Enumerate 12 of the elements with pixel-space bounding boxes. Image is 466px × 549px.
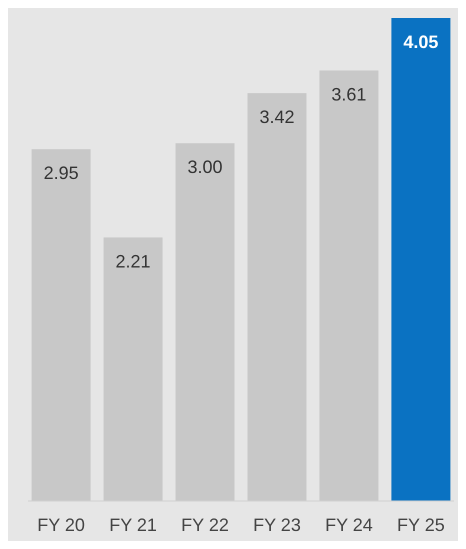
data-label: 2.95 (44, 163, 79, 184)
data-label: 3.42 (259, 107, 295, 128)
x-tick-label: FY 23 (253, 515, 301, 535)
data-label: 3.00 (187, 157, 223, 178)
x-tick-label: FY 25 (397, 515, 445, 535)
x-tick-label: FY 20 (37, 515, 85, 535)
x-tick-label: FY 21 (109, 515, 157, 535)
x-tick-label: FY 24 (325, 515, 373, 535)
data-label: 2.21 (116, 251, 151, 272)
data-label: 3.61 (331, 84, 366, 104)
x-tick-label: FY 22 (181, 515, 229, 535)
data-label: 4.05 (403, 32, 438, 52)
